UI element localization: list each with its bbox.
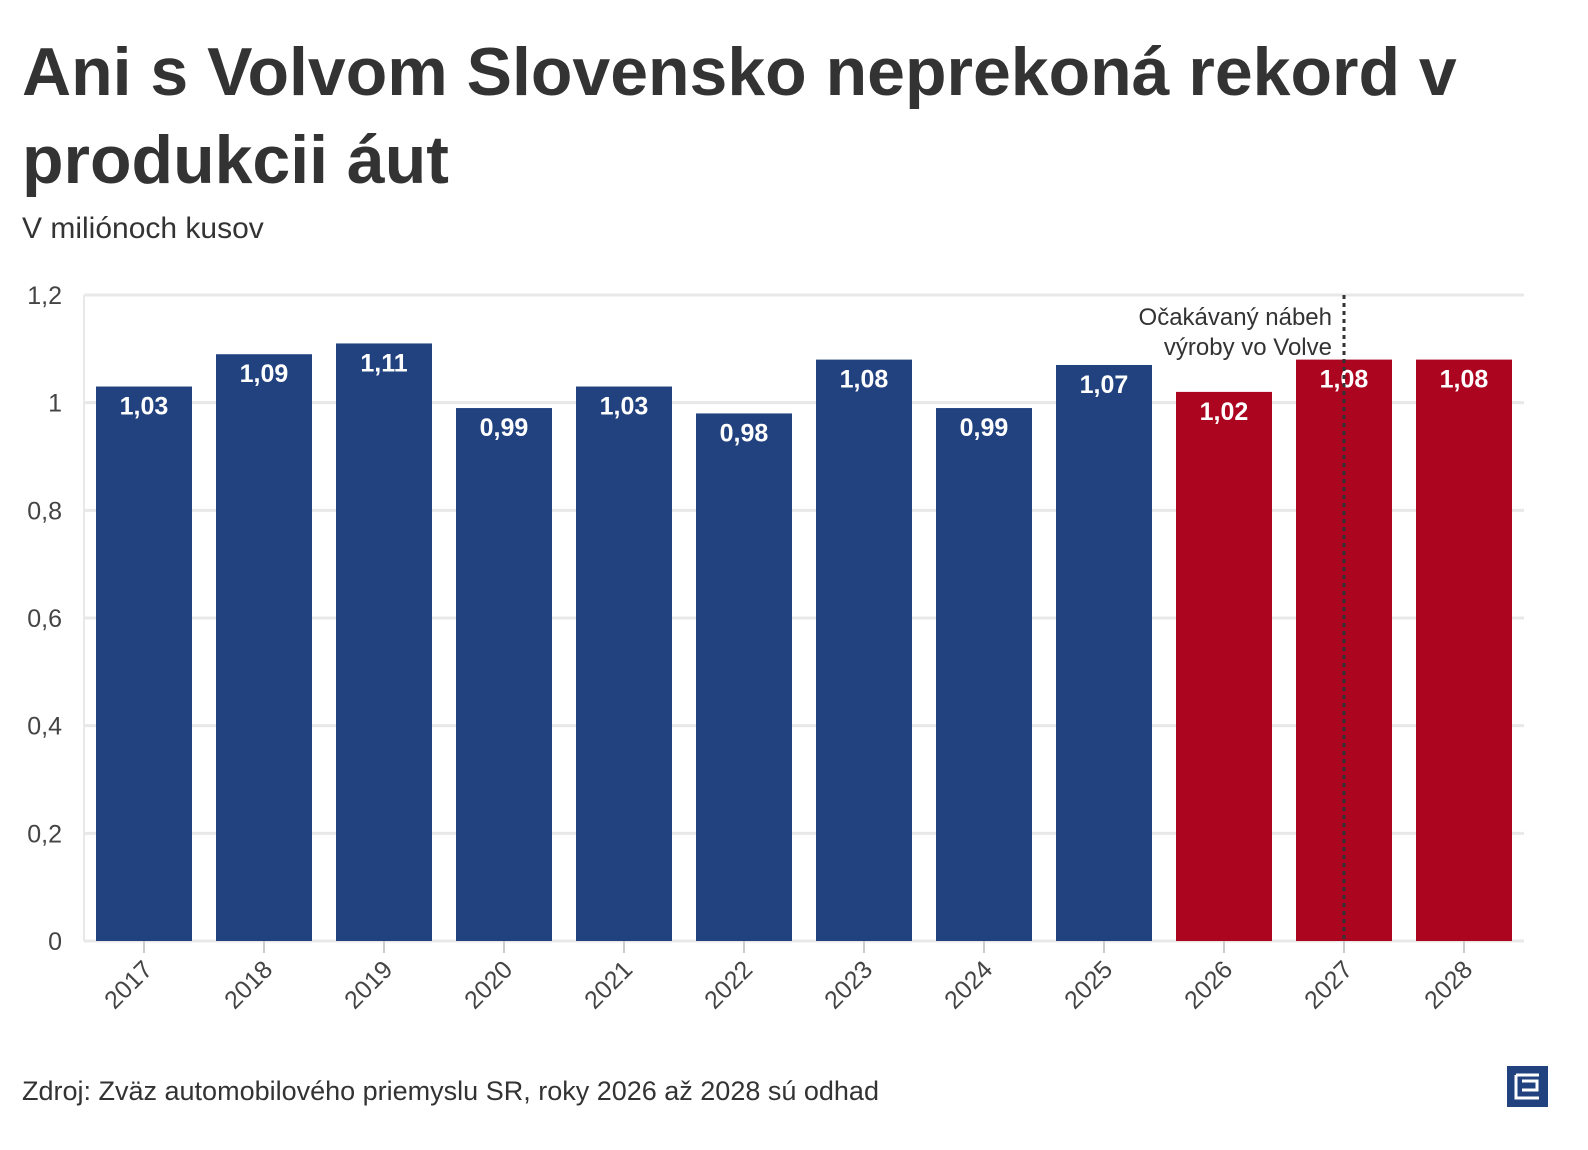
- bar-2019: [336, 343, 432, 941]
- bar-2017: [96, 386, 192, 941]
- x-tick-label: 2024: [939, 955, 998, 1014]
- y-tick-label: 0,8: [27, 497, 62, 525]
- bar-2028: [1416, 359, 1512, 942]
- x-tick-label: 2021: [579, 955, 638, 1014]
- data-label: 1,03: [600, 393, 649, 421]
- bar-2023: [816, 359, 912, 942]
- bar-2018: [216, 354, 312, 941]
- bar-2024: [936, 408, 1032, 941]
- x-tick-label: 2023: [819, 955, 878, 1014]
- data-label: 0,99: [480, 414, 529, 442]
- x-tick-label: 2017: [99, 955, 158, 1014]
- data-label: 1,02: [1200, 398, 1249, 426]
- data-label: 1,08: [1440, 366, 1489, 394]
- bar-2020: [456, 408, 552, 941]
- data-label: 1,09: [240, 360, 289, 388]
- data-label: 1,07: [1080, 371, 1129, 399]
- logo-e-icon: [1514, 1073, 1539, 1100]
- data-label: 1,03: [120, 393, 169, 421]
- y-tick-label: 0,4: [27, 713, 62, 741]
- bar-2025: [1056, 364, 1152, 941]
- bar-2022: [696, 413, 792, 941]
- bar-2026: [1176, 391, 1272, 941]
- x-tick-label: 2022: [699, 955, 758, 1014]
- x-tick-label: 2026: [1179, 955, 1238, 1014]
- x-tick-label: 2028: [1419, 955, 1478, 1014]
- chart-title: Ani s Volvom Slovensko neprekoná rekord …: [22, 34, 1457, 198]
- annotation-text: výroby vo Volve: [1164, 334, 1332, 361]
- y-tick-label: 0,2: [27, 820, 62, 848]
- annotation-text: Očakávaný nábeh: [1139, 304, 1332, 331]
- data-label: 0,99: [960, 414, 1009, 442]
- y-tick-label: 0: [48, 928, 62, 956]
- data-label: 1,11: [360, 349, 407, 377]
- y-tick-label: 1,2: [27, 282, 62, 310]
- x-tick-label: 2018: [219, 955, 278, 1014]
- x-tick-label: 2025: [1059, 955, 1118, 1014]
- x-tick-label: 2027: [1299, 955, 1358, 1014]
- x-tick-label: 2019: [339, 955, 398, 1014]
- y-tick-label: 1: [48, 390, 62, 418]
- x-tick-label: 2020: [459, 955, 518, 1014]
- y-tick-label: 0,6: [27, 605, 62, 633]
- source-note: Zdroj: Zväz automobilového priemyslu SR,…: [22, 1076, 879, 1106]
- bar-2021: [576, 386, 672, 941]
- publisher-logo: [1507, 1066, 1548, 1107]
- chart-subtitle: V miliónoch kusov: [22, 212, 264, 245]
- data-label: 1,08: [840, 366, 889, 394]
- data-label: 0,98: [720, 419, 769, 447]
